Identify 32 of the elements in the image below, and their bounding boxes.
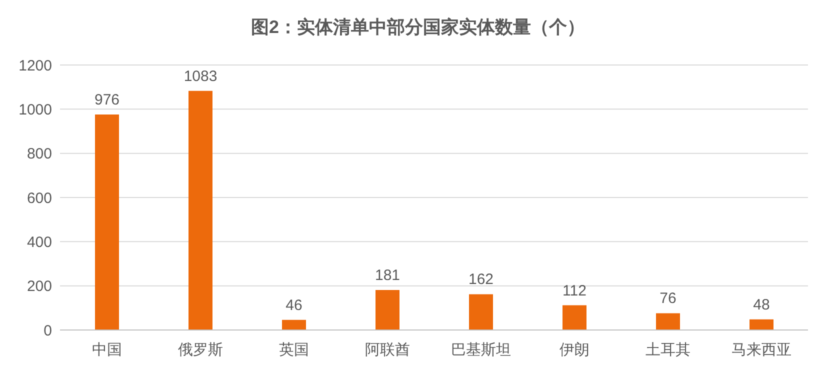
x-tick-label: 巴基斯坦 [450, 342, 511, 359]
x-tick-label: 土耳其 [645, 342, 690, 359]
bar [562, 305, 586, 330]
y-tick-label: 600 [26, 190, 52, 207]
x-tick-label: 伊朗 [559, 342, 590, 359]
y-tick-label: 400 [26, 234, 52, 251]
bar [188, 90, 212, 330]
x-tick-label: 马来西亚 [731, 342, 792, 359]
bar [656, 313, 680, 330]
data-label: 112 [562, 282, 586, 300]
y-tick-label: 1000 [18, 101, 52, 118]
x-tick-label: 英国 [278, 342, 309, 359]
data-label: 181 [374, 267, 400, 284]
chart-title: 图2：实体清单中部分国家实体数量（个） [250, 16, 586, 39]
bar [750, 319, 774, 330]
y-tick-label: 800 [26, 146, 52, 163]
x-tick-label: 阿联酋 [364, 342, 410, 359]
y-tick-label: 200 [26, 278, 52, 296]
data-label: 162 [468, 271, 494, 288]
data-label: 1083 [184, 68, 218, 85]
bar [469, 294, 493, 330]
y-tick-label: 0 [44, 322, 52, 340]
data-label: 48 [753, 296, 770, 314]
y-tick-label: 1200 [18, 57, 52, 74]
bar [95, 114, 119, 330]
bar [376, 290, 400, 330]
data-label: 76 [660, 290, 676, 308]
bar [282, 320, 306, 330]
x-tick-label: 俄罗斯 [178, 342, 223, 359]
x-tick-label: 中国 [92, 342, 122, 359]
data-label: 46 [286, 296, 302, 314]
data-label: 976 [94, 91, 120, 108]
